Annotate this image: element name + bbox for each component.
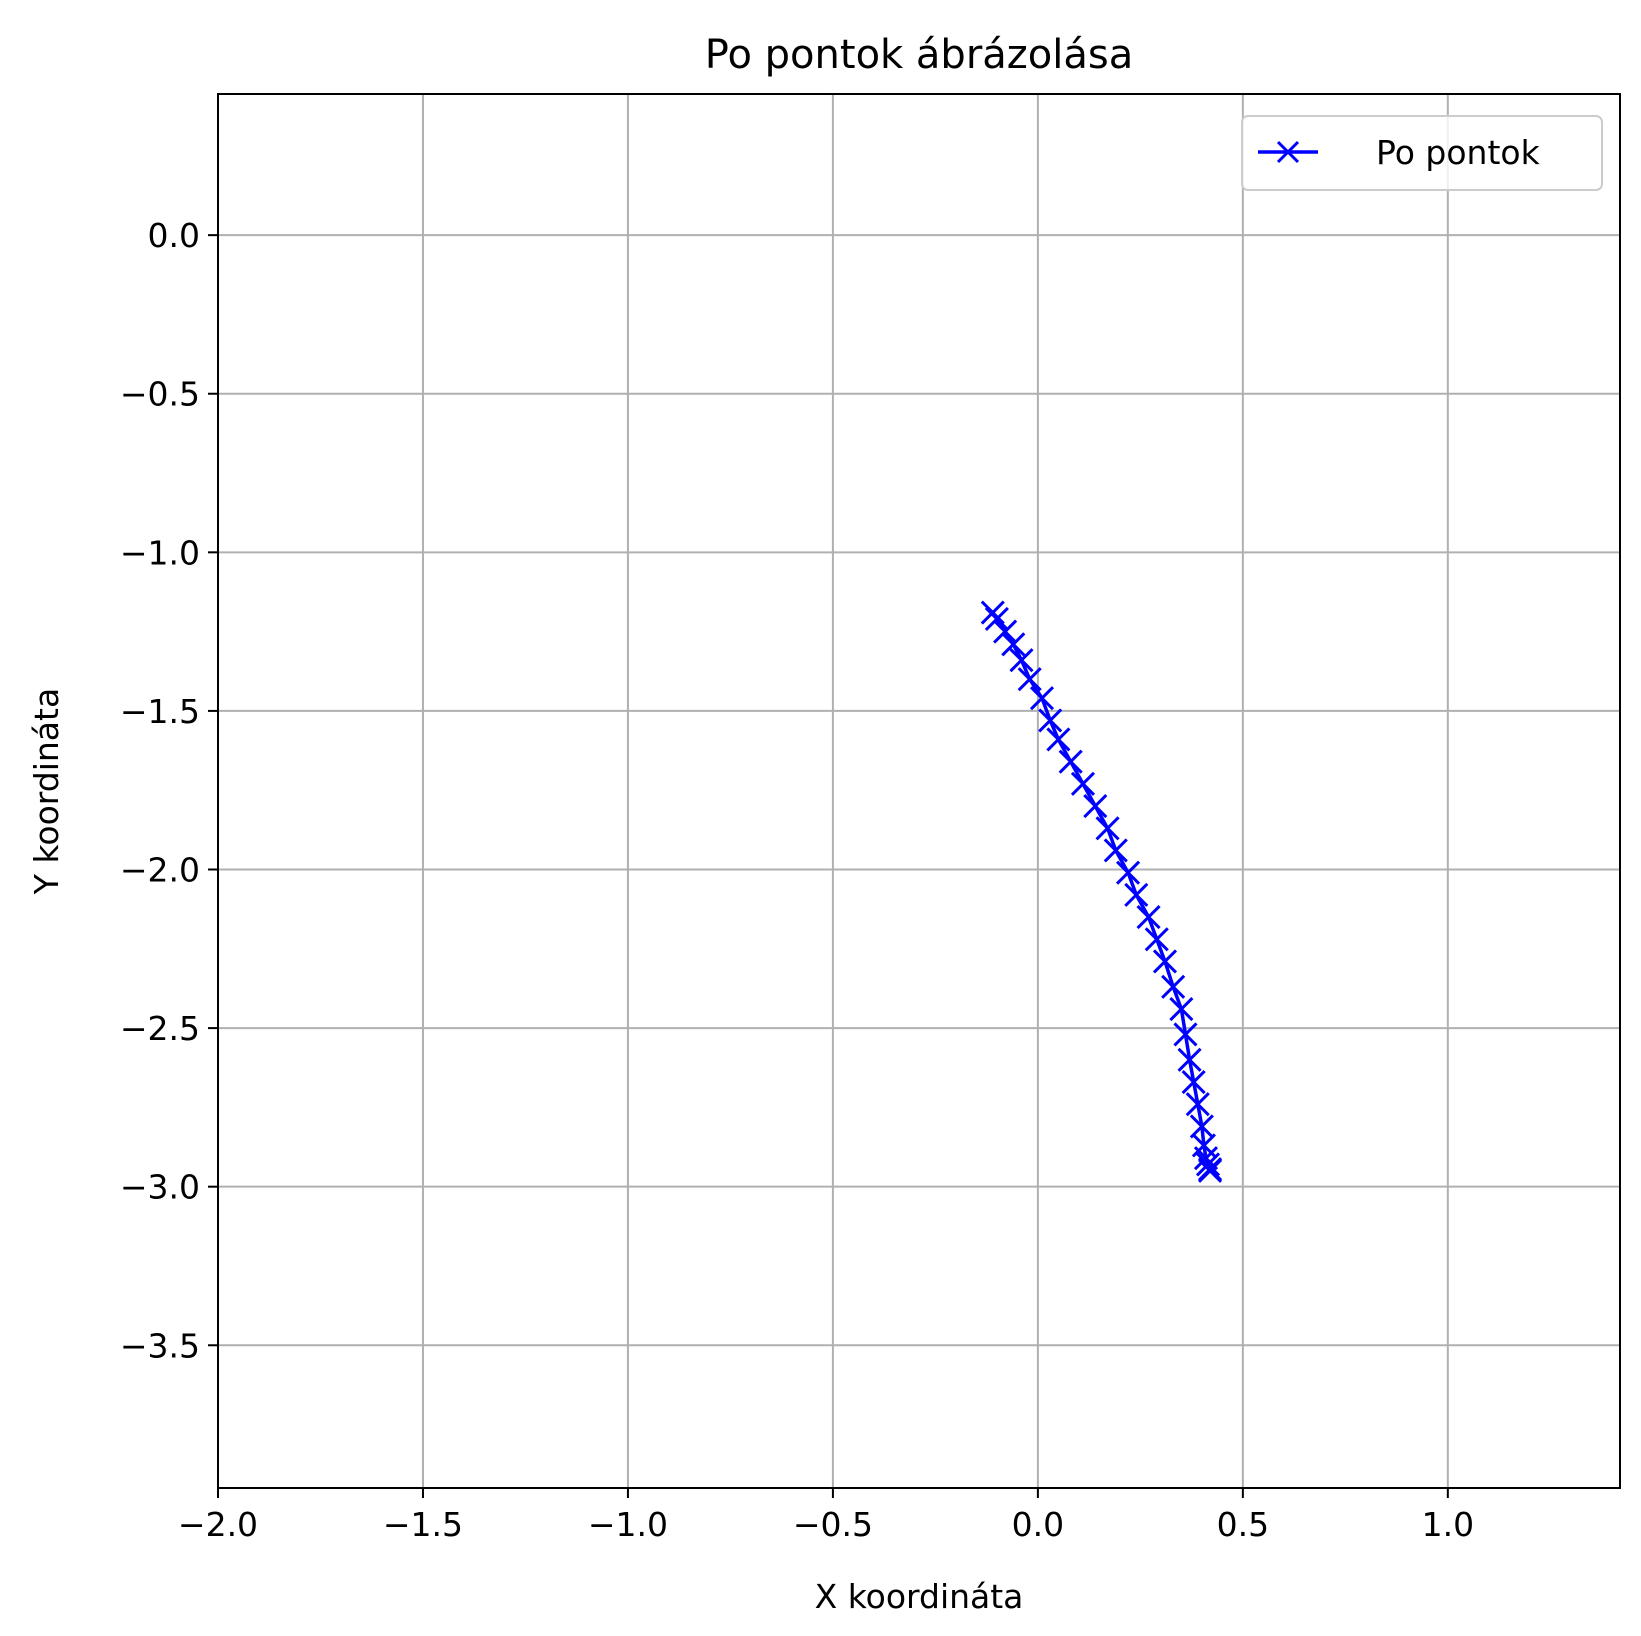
marker-stroke (1169, 996, 1194, 1022)
marker-stroke (1029, 686, 1055, 711)
marker-stroke (1009, 648, 1034, 673)
data-point-marker (1083, 794, 1108, 819)
marker-stroke (1038, 708, 1063, 733)
data-point-marker (1173, 1022, 1198, 1047)
legend: Po pontok (1241, 115, 1603, 191)
marker-stroke (1161, 974, 1186, 999)
data-point-marker (1070, 771, 1096, 796)
marker-stroke (1103, 838, 1128, 863)
grid (217, 94, 1620, 1488)
data-point-marker (1001, 632, 1026, 657)
y-tick-label: −3.0 (120, 1168, 200, 1207)
x-axis-ticks: −2.0 −1.5 −1.0 −0.5 0.0 0.5 1.0 (178, 1488, 1474, 1544)
data-point-marker (1177, 1047, 1202, 1072)
y-tick-label: −1.5 (120, 692, 200, 731)
marker-stroke (1095, 816, 1120, 841)
data-point-marker (1038, 708, 1063, 733)
data-point-marker (1009, 648, 1034, 673)
marker-stroke (1185, 1092, 1210, 1117)
data-point-marker (1144, 927, 1169, 952)
data-point-marker (993, 619, 1018, 644)
data-point-marker (984, 606, 1009, 631)
data-point-marker (1189, 1114, 1214, 1139)
plot-series (980, 600, 1223, 1183)
marker-stroke (1195, 1152, 1221, 1177)
series-line (991, 611, 1212, 1171)
marker-stroke (1173, 1022, 1198, 1047)
marker-stroke (980, 600, 1005, 625)
data-point-marker (1058, 749, 1083, 774)
marker-stroke (1136, 905, 1161, 930)
y-tick-label: −2.5 (120, 1009, 200, 1048)
data-point-marker (1017, 667, 1042, 692)
marker-stroke (1001, 632, 1026, 657)
x-tick-label: 0.0 (1012, 1505, 1064, 1544)
marker-stroke (993, 619, 1018, 644)
data-point-marker (1195, 1152, 1221, 1177)
legend-label: Po pontok (1376, 133, 1541, 172)
chart-title: Po pontok ábrázolása (705, 32, 1133, 78)
data-point-marker (1136, 905, 1161, 930)
x-tick-label: 0.5 (1217, 1505, 1269, 1544)
marker-stroke (1017, 667, 1042, 692)
data-point-marker (1116, 860, 1141, 885)
marker-stroke (1177, 1047, 1202, 1072)
x-tick-label: −1.5 (383, 1505, 463, 1544)
data-point-marker (1095, 816, 1120, 841)
y-tick-label: −1.0 (120, 533, 200, 572)
data-point-marker (1046, 727, 1071, 752)
x-tick-label: −0.5 (793, 1505, 873, 1544)
marker-stroke (1058, 749, 1083, 774)
marker-stroke (1152, 949, 1178, 974)
data-point-marker (1169, 996, 1194, 1022)
marker-stroke (1189, 1114, 1214, 1139)
data-point-marker (1197, 1158, 1223, 1183)
y-tick-label: 0.0 (148, 216, 200, 255)
marker-stroke (1046, 727, 1071, 752)
marker-stroke (1144, 927, 1169, 952)
marker-stroke (1116, 860, 1141, 885)
marker-stroke (1193, 1146, 1219, 1171)
marker-stroke (1181, 1069, 1206, 1095)
marker-stroke (1083, 794, 1108, 819)
y-tick-label: −0.5 (120, 375, 200, 414)
marker-stroke (1191, 1133, 1216, 1158)
data-point-marker (1029, 686, 1055, 711)
x-tick-label: 1.0 (1422, 1505, 1474, 1544)
data-point-marker (1185, 1092, 1210, 1117)
y-axis-label: Y koordináta (27, 688, 66, 895)
x-tick-label: −1.0 (588, 1505, 668, 1544)
y-tick-label: −2.0 (120, 851, 200, 890)
y-tick-label: −3.5 (120, 1326, 200, 1365)
x-tick-label: −2.0 (178, 1505, 258, 1544)
data-point-marker (1103, 838, 1128, 863)
marker-stroke (984, 606, 1009, 631)
legend-x-marker-icon (1276, 140, 1300, 164)
data-point-marker (1124, 882, 1149, 907)
data-point-marker (1152, 949, 1178, 974)
data-point-marker (980, 600, 1005, 625)
marker-stroke (1124, 882, 1149, 907)
legend-box (1241, 115, 1603, 191)
x-axis-label: X koordináta (815, 1577, 1024, 1616)
marker-stroke (1197, 1158, 1223, 1183)
data-point-marker (1181, 1069, 1206, 1095)
plot-frame (217, 93, 1621, 1489)
marker-stroke (1070, 771, 1096, 796)
data-point-marker (1161, 974, 1186, 999)
y-axis-ticks: 0.0 −0.5 −1.0 −1.5 −2.0 −2.5 −3.0 −3.5 (120, 216, 218, 1365)
